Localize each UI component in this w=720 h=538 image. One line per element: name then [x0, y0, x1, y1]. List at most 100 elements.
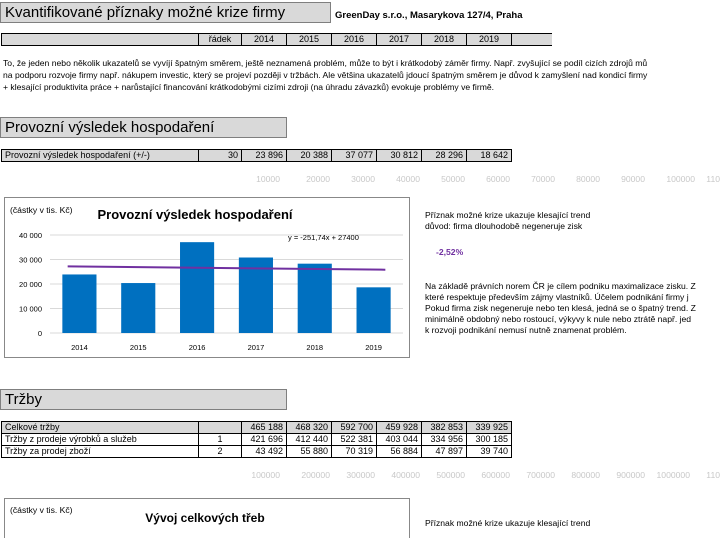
value-cell: 459 928 — [376, 421, 422, 434]
scale-tick: 20000 — [306, 174, 330, 184]
explanation-line: k rozvoji podnikání nemusí nutně znamena… — [425, 325, 627, 335]
y-tick-label: 0 — [38, 329, 42, 338]
revenue-chart: (částky v tis. Kč) Vývoj celkových třeb — [4, 498, 410, 538]
explanation-paragraph: Na základě právních norem ČR je cílem po… — [425, 281, 696, 336]
intro-paragraph: To, že jeden nebo několik ukazatelů se v… — [3, 57, 647, 93]
bar — [297, 263, 332, 333]
operating-result-chart-svg: (částky v tis. Kč) Provozní výsledek hos… — [10, 205, 403, 352]
scale-tick: 400000 — [391, 470, 420, 480]
x-tick-label: 2014 — [71, 343, 88, 352]
year-header-table: řádek 2014 2015 2016 2017 2018 2019 — [1, 33, 552, 46]
intro-line: na podporu rozvoje firmy např. nákupem i… — [3, 70, 648, 80]
row-number — [198, 421, 242, 434]
operating-result-chart: (částky v tis. Kč) Provozní výsledek hos… — [4, 197, 410, 358]
page-title: Kvantifikované příznaky možné krize firm… — [0, 2, 331, 23]
scale-tick: 50000 — [441, 174, 465, 184]
value-cell: 23 896 — [241, 149, 287, 162]
scale-tick: 80000 — [576, 174, 600, 184]
y-tick-label: 40 000 — [19, 231, 42, 240]
x-tick-label: 2019 — [365, 343, 382, 352]
bar — [62, 274, 97, 333]
scale-tick: 90000 — [621, 174, 645, 184]
revenue-table: Celkové tržby 465 188 468 320 592 700 45… — [1, 421, 512, 458]
company-info: GreenDay s.r.o., Masarykova 127/4, Praha — [335, 10, 523, 21]
scale-tick: 70000 — [531, 174, 555, 184]
scale-ticks-1: 10000 20000 30000 40000 50000 60000 7000… — [0, 174, 720, 186]
year-col-2019: 2019 — [466, 33, 512, 46]
crisis-signal-1: Příznak možné krize ukazuje klesající tr… — [425, 210, 590, 232]
row-label: Celkové tržby — [1, 421, 199, 434]
intro-line: To, že jeden nebo několik ukazatelů se v… — [3, 58, 648, 68]
row-label: Tržby z prodeje výrobků a služeb — [1, 433, 199, 446]
table-row: Tržby z prodeje výrobků a služeb 1 421 6… — [1, 433, 512, 446]
scale-tick: 10000 — [256, 174, 280, 184]
scale-tick: 300000 — [346, 470, 375, 480]
signal-line: Příznak možné krize ukazuje klesající tr… — [425, 210, 591, 220]
x-tick-label: 2017 — [248, 343, 265, 352]
explanation-line: Pokud firma zisk negeneruje nebo ten kle… — [425, 303, 696, 313]
value-cell: 18 642 — [466, 149, 512, 162]
scale-tick: 60000 — [486, 174, 510, 184]
scale-tick: 110 — [706, 470, 720, 480]
scale-tick: 110 — [706, 174, 720, 184]
x-tick-label: 2018 — [306, 343, 323, 352]
value-cell: 56 884 — [376, 445, 422, 458]
row-number: 2 — [198, 445, 242, 458]
scale-ticks-2: 100000 200000 300000 400000 500000 60000… — [0, 470, 720, 482]
row-label: Tržby za prodej zboží — [1, 445, 199, 458]
value-cell: 339 925 — [466, 421, 512, 434]
section-title-text: Tržby — [5, 391, 42, 408]
value-cell: 300 185 — [466, 433, 512, 446]
value-cell: 465 188 — [241, 421, 287, 434]
section-title-text: Provozní výsledek hospodaření — [5, 119, 215, 136]
scale-tick: 800000 — [571, 470, 600, 480]
page-title-text: Kvantifikované příznaky možné krize firm… — [5, 4, 286, 21]
year-col-2014: 2014 — [241, 33, 287, 46]
explanation-line: Na základě právních norem ČR je cílem po… — [425, 281, 696, 291]
value-cell: 37 077 — [331, 149, 377, 162]
trend-equation: y = -251,74x + 27400 — [288, 233, 359, 242]
value-cell: 522 381 — [331, 433, 377, 446]
units-label: (částky v tis. Kč) — [10, 205, 73, 215]
value-cell: 468 320 — [286, 421, 332, 434]
value-cell: 592 700 — [331, 421, 377, 434]
value-cell: 382 853 — [421, 421, 467, 434]
row-number: 1 — [198, 433, 242, 446]
year-header-tail — [511, 33, 552, 46]
value-cell: 412 440 — [286, 433, 332, 446]
bar — [356, 287, 391, 333]
scale-tick: 40000 — [396, 174, 420, 184]
value-cell: 39 740 — [466, 445, 512, 458]
trend-line — [67, 265, 386, 271]
scale-tick: 700000 — [526, 470, 555, 480]
value-cell: 30 812 — [376, 149, 422, 162]
signal-reason: důvod: firma dlouhodobě negeneruje zisk — [425, 221, 583, 231]
scale-tick: 200000 — [301, 470, 330, 480]
value-cell: 47 897 — [421, 445, 467, 458]
bar — [238, 257, 273, 333]
y-tick-label: 20 000 — [19, 280, 42, 289]
chart-title: Provozní výsledek hospodaření — [97, 207, 292, 222]
scale-tick: 30000 — [351, 174, 375, 184]
value-cell: 403 044 — [376, 433, 422, 446]
scale-tick: 500000 — [436, 470, 465, 480]
year-col-2015: 2015 — [286, 33, 332, 46]
value-cell: 20 388 — [286, 149, 332, 162]
signal-line: Příznak možné krize ukazuje klesající tr… — [425, 518, 591, 528]
y-tick-label: 30 000 — [19, 256, 42, 265]
explanation-line: které respektuje především zájmy vlastní… — [425, 292, 689, 302]
value-cell: 70 319 — [331, 445, 377, 458]
value-cell: 421 696 — [241, 433, 287, 446]
value-cell: 43 492 — [241, 445, 287, 458]
crisis-signal-2: Příznak možné krize ukazuje klesající tr… — [425, 518, 590, 529]
table-row: Tržby za prodej zboží 2 43 492 55 880 70… — [1, 445, 512, 458]
value-cell: 28 296 — [421, 149, 467, 162]
table-row: Celkové tržby 465 188 468 320 592 700 45… — [1, 421, 512, 434]
value-cell: 334 956 — [421, 433, 467, 446]
revenue-chart-svg: (částky v tis. Kč) Vývoj celkových třeb — [10, 505, 265, 525]
year-col-2016: 2016 — [331, 33, 377, 46]
chart-title: Vývoj celkových třeb — [145, 511, 264, 525]
scale-tick: 900000 — [616, 470, 645, 480]
bar — [121, 283, 156, 333]
year-header-blank — [1, 33, 199, 46]
